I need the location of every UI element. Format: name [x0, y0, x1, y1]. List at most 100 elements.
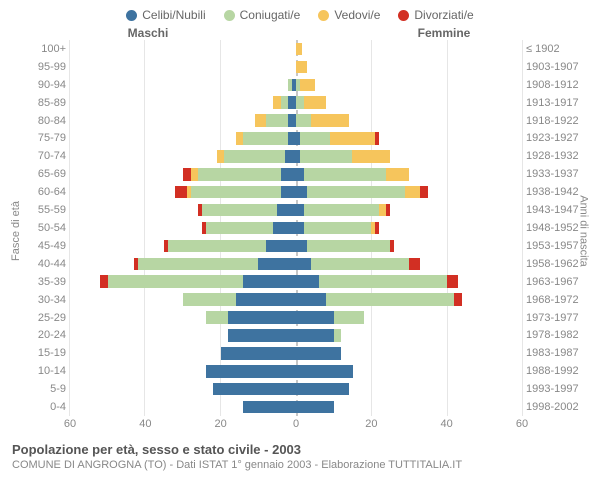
birthyear-label: 1973-1977: [522, 309, 580, 327]
age-label: 30-34: [20, 291, 70, 309]
bar-segment: [206, 311, 229, 324]
xtick: 20: [365, 418, 377, 430]
legend-label: Celibi/Nubili: [142, 8, 205, 22]
birthyear-label: 1908-1912: [522, 76, 580, 94]
age-label: 20-24: [20, 327, 70, 345]
birthyear-label: ≤ 1902: [522, 40, 580, 58]
bar-row: [296, 398, 522, 416]
bar-segment: [296, 222, 304, 235]
age-label: 90-94: [20, 76, 70, 94]
bar-segment: [405, 186, 420, 199]
bar-row: [296, 130, 522, 148]
yaxis-left: 100+95-9990-9485-8980-8475-7970-7465-696…: [20, 40, 70, 416]
birthyear-label: 1933-1937: [522, 165, 580, 183]
age-label: 0-4: [20, 398, 70, 416]
xtick: 40: [441, 418, 453, 430]
birthyear-label: 1903-1907: [522, 58, 580, 76]
bar-segment: [281, 96, 289, 109]
bar-segment: [296, 401, 334, 414]
age-label: 55-59: [20, 201, 70, 219]
birthyear-label: 1953-1957: [522, 237, 580, 255]
bar-segment: [296, 168, 304, 181]
bar-row: [296, 291, 522, 309]
age-label: 100+: [20, 40, 70, 58]
chart-title: Popolazione per età, sesso e stato civil…: [12, 442, 588, 457]
plot-area: 100+95-9990-9485-8980-8475-7970-7465-696…: [20, 40, 580, 416]
bars-area: [70, 40, 522, 416]
female-side: [296, 40, 522, 416]
bar-segment: [191, 168, 199, 181]
legend-label: Vedovi/e: [334, 8, 380, 22]
bar-segment: [300, 150, 353, 163]
bar-row: [70, 147, 296, 165]
bar-segment: [296, 293, 326, 306]
bar-segment: [183, 293, 236, 306]
bar-segment: [379, 204, 387, 217]
bar-segment: [296, 186, 307, 199]
bar-segment: [175, 186, 186, 199]
bar-segment: [300, 132, 330, 145]
bar-row: [70, 130, 296, 148]
age-label: 65-69: [20, 165, 70, 183]
bar-row: [296, 362, 522, 380]
bar-row: [70, 219, 296, 237]
chart-container: Celibi/NubiliConiugati/eVedovi/eDivorzia…: [0, 0, 600, 500]
birthyear-label: 1948-1952: [522, 219, 580, 237]
bar-row: [296, 147, 522, 165]
bar-segment: [183, 168, 191, 181]
footer: Popolazione per età, sesso e stato civil…: [12, 442, 588, 471]
bar-row: [70, 309, 296, 327]
bar-segment: [236, 293, 296, 306]
bar-segment: [243, 401, 296, 414]
bar-segment: [168, 240, 266, 253]
bar-segment: [108, 275, 244, 288]
age-label: 50-54: [20, 219, 70, 237]
bar-segment: [202, 204, 277, 217]
bar-row: [70, 380, 296, 398]
bar-segment: [420, 186, 428, 199]
bar-segment: [243, 132, 288, 145]
bar-row: [70, 201, 296, 219]
legend-swatch: [318, 10, 329, 21]
birthyear-label: 1978-1982: [522, 327, 580, 345]
birthyear-label: 1913-1917: [522, 94, 580, 112]
birthyear-label: 1923-1927: [522, 130, 580, 148]
bar-segment: [319, 275, 447, 288]
age-label: 15-19: [20, 344, 70, 362]
bar-segment: [221, 347, 296, 360]
bar-segment: [326, 293, 454, 306]
female-title: Femmine: [296, 26, 522, 40]
bar-segment: [307, 186, 405, 199]
bar-segment: [409, 258, 420, 271]
bar-segment: [296, 258, 311, 271]
bar-row: [296, 112, 522, 130]
bar-segment: [243, 275, 296, 288]
bar-row: [70, 58, 296, 76]
bar-segment: [213, 383, 296, 396]
bar-row: [296, 76, 522, 94]
bar-segment: [288, 114, 296, 127]
xtick: 60: [64, 418, 76, 430]
bar-row: [70, 40, 296, 58]
bar-segment: [296, 365, 353, 378]
bar-segment: [296, 329, 334, 342]
bar-segment: [100, 275, 108, 288]
birthyear-label: 1983-1987: [522, 344, 580, 362]
bar-row: [296, 309, 522, 327]
bar-row: [70, 273, 296, 291]
age-label: 75-79: [20, 130, 70, 148]
bar-row: [70, 362, 296, 380]
age-label: 35-39: [20, 273, 70, 291]
age-label: 25-29: [20, 309, 70, 327]
bar-segment: [296, 311, 334, 324]
bar-segment: [198, 168, 281, 181]
bar-segment: [304, 222, 372, 235]
bar-segment: [386, 168, 409, 181]
bar-segment: [296, 204, 304, 217]
legend-swatch: [224, 10, 235, 21]
bar-row: [296, 273, 522, 291]
legend: Celibi/NubiliConiugati/eVedovi/eDivorzia…: [12, 8, 588, 22]
bar-row: [296, 165, 522, 183]
birthyear-label: 1968-1972: [522, 291, 580, 309]
bar-segment: [352, 150, 390, 163]
